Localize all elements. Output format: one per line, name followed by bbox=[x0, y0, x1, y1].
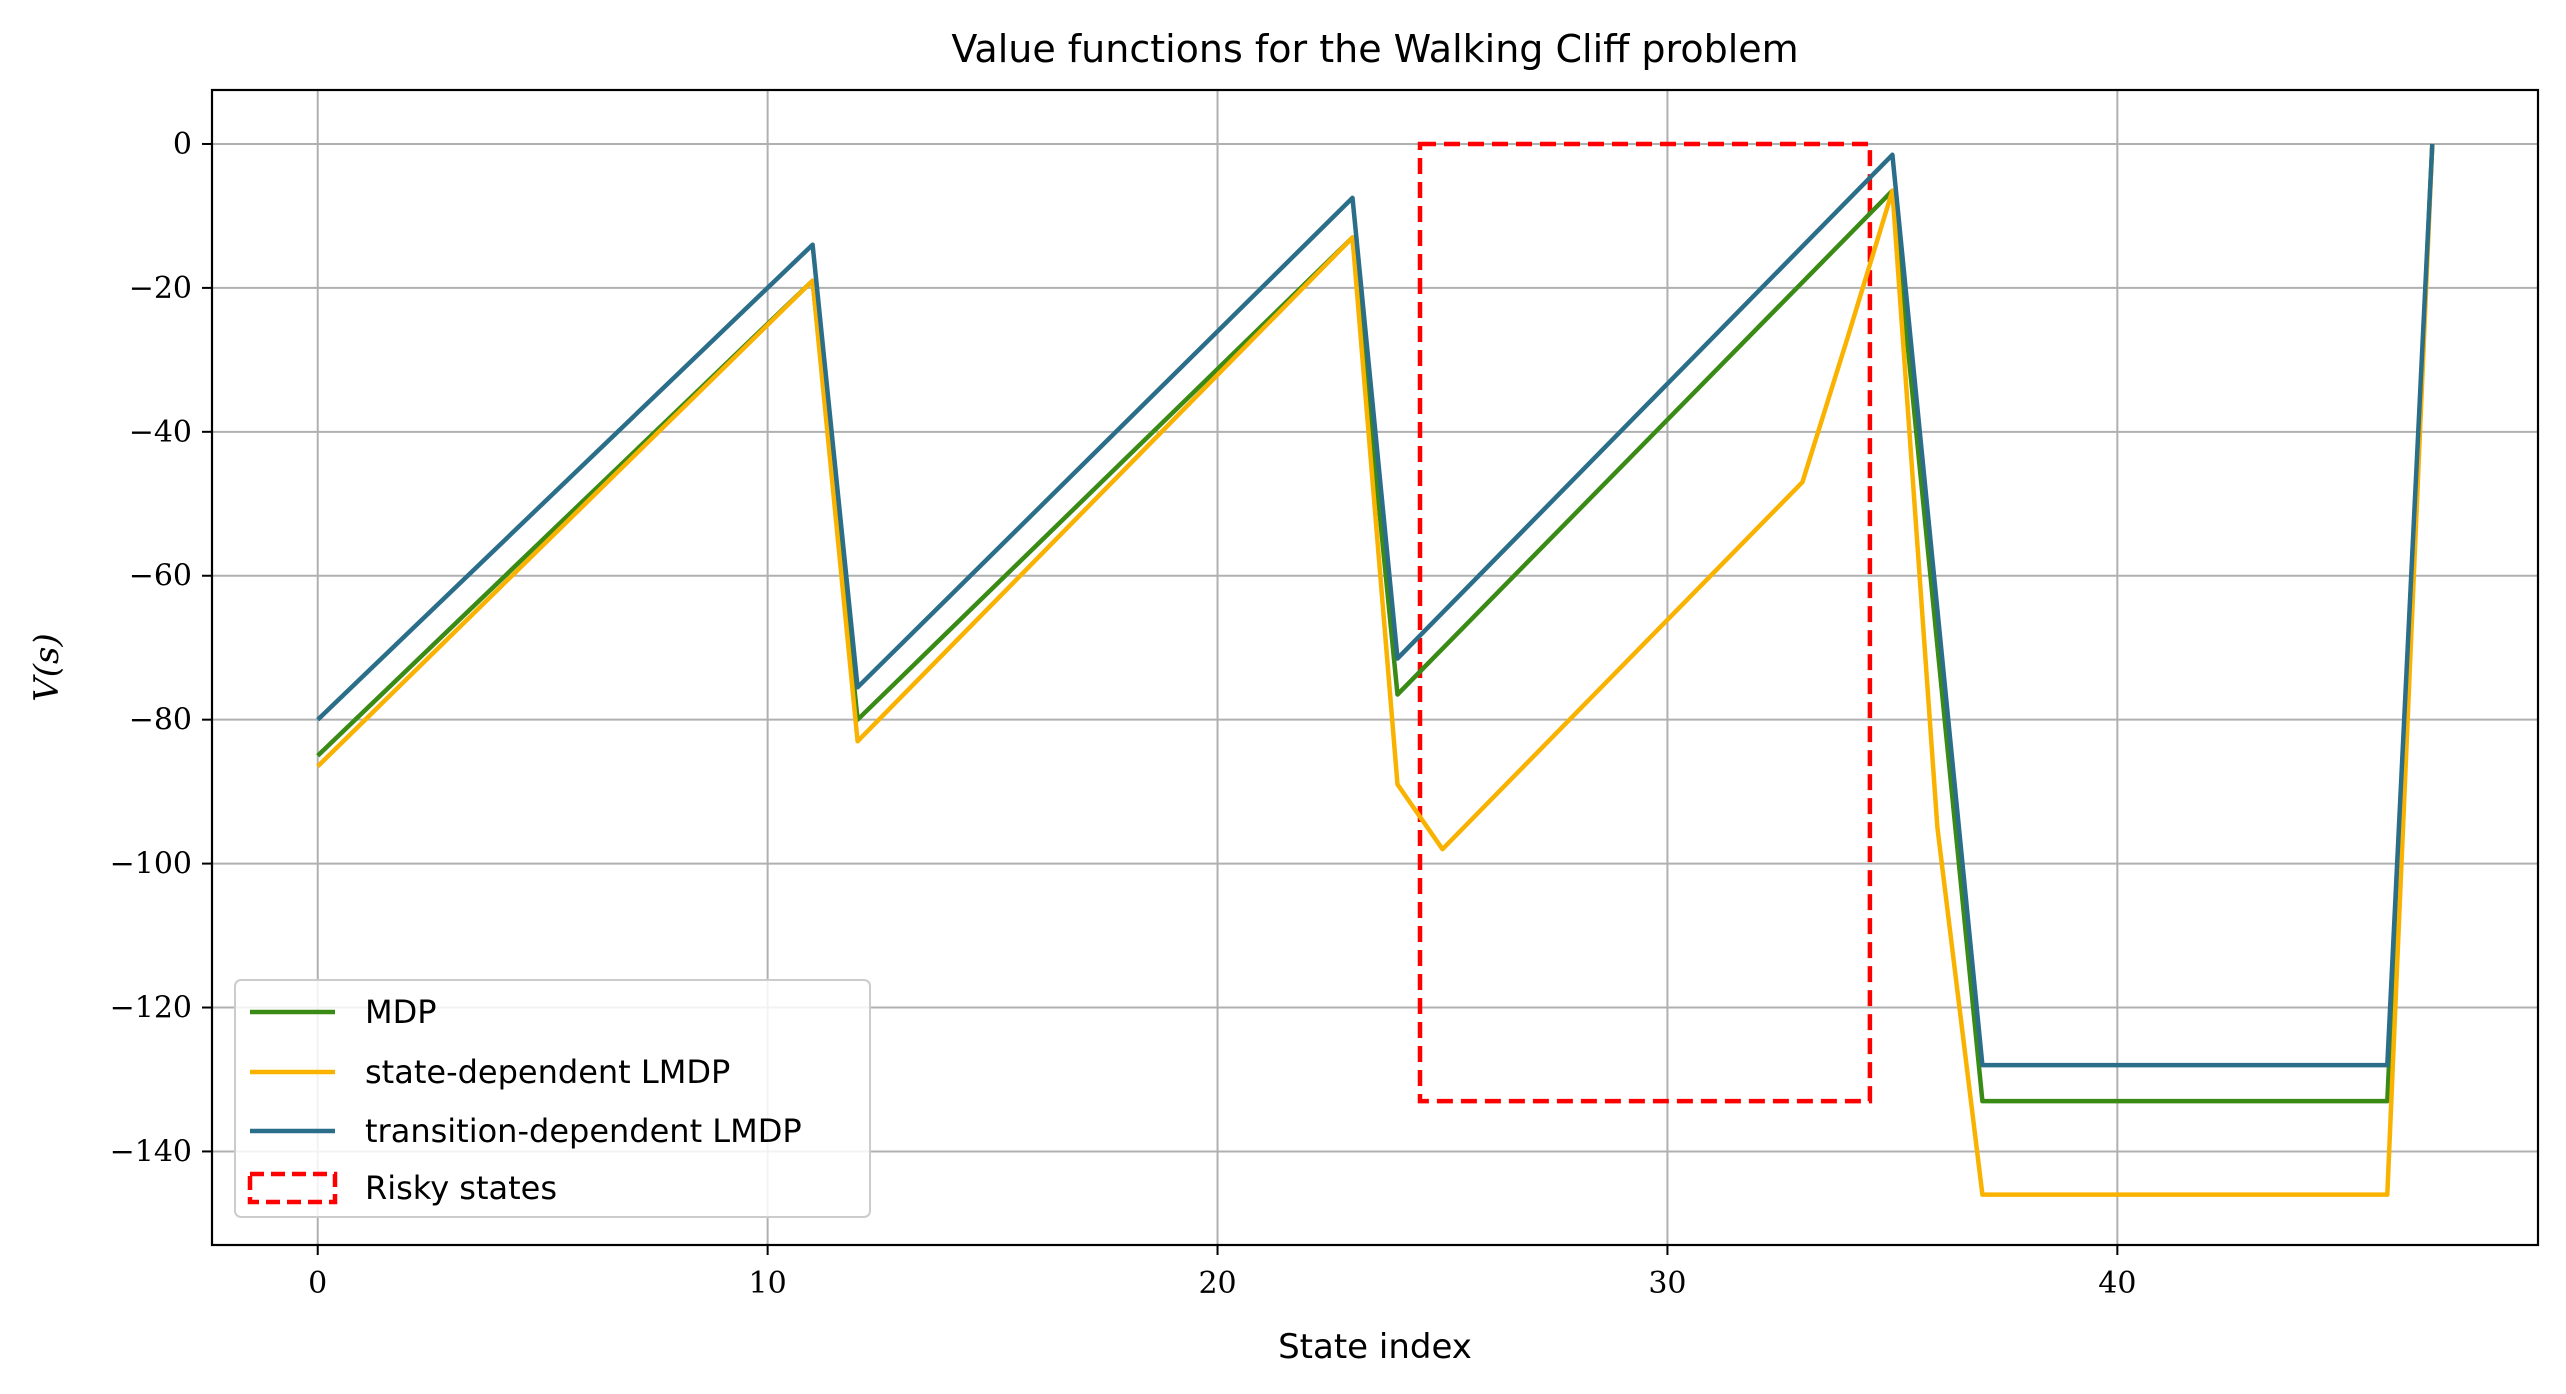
y-tick-label: −100 bbox=[110, 847, 192, 882]
ticks: 0 10 20 30 40 0 −20 −40 −60 −80 −100 −120 −140 bbox=[110, 127, 2137, 1301]
y-tick-label: 0 bbox=[173, 127, 192, 162]
legend-entry-risky-states: Risky states bbox=[247, 1169, 557, 1207]
x-axis-label: State index bbox=[1278, 1327, 1472, 1367]
x-tick-label: 20 bbox=[1198, 1266, 1236, 1301]
risky-states-region bbox=[1417, 141, 1873, 1104]
transition-dependent-lmdp-line bbox=[316, 143, 2435, 1068]
grid bbox=[212, 90, 2538, 1245]
y-tick-label: −80 bbox=[129, 703, 192, 738]
y-axis-label: V(s) bbox=[27, 633, 67, 702]
plot-frame bbox=[210, 88, 2540, 1247]
state-dependent-lmdp-line bbox=[316, 143, 2435, 1197]
legend-entry-state-dependent-lmdp: state-dependent LMDP bbox=[250, 1053, 730, 1091]
legend-box bbox=[234, 979, 871, 1218]
legend-label: MDP bbox=[365, 993, 437, 1031]
x-tick-label: 30 bbox=[1648, 1266, 1686, 1301]
legend-label: transition-dependent LMDP bbox=[365, 1112, 802, 1150]
legend-label: Risky states bbox=[365, 1169, 557, 1207]
legend-entry-transition-dependent-lmdp: transition-dependent LMDP bbox=[250, 1112, 802, 1150]
chart-title: Value functions for the Walking Cliff pr… bbox=[951, 27, 1798, 71]
y-tick-label: −120 bbox=[110, 991, 192, 1026]
x-tick-label: 40 bbox=[2098, 1266, 2136, 1301]
y-tick-label: −140 bbox=[110, 1134, 192, 1169]
legend-label: state-dependent LMDP bbox=[365, 1053, 730, 1091]
y-tick-label: −60 bbox=[129, 559, 192, 594]
legend: MDP state-dependent LMDP transition-depend… bbox=[234, 979, 871, 1218]
y-tick-label: −20 bbox=[129, 271, 192, 306]
legend-entry-mdp: MDP bbox=[250, 993, 437, 1031]
series-layer bbox=[316, 143, 2435, 1197]
x-tick-label: 0 bbox=[308, 1266, 327, 1301]
x-tick-label: 10 bbox=[749, 1266, 787, 1301]
region-layer bbox=[1417, 141, 1873, 1104]
y-tick-label: −40 bbox=[129, 415, 192, 450]
legend-swatch bbox=[247, 1171, 338, 1205]
